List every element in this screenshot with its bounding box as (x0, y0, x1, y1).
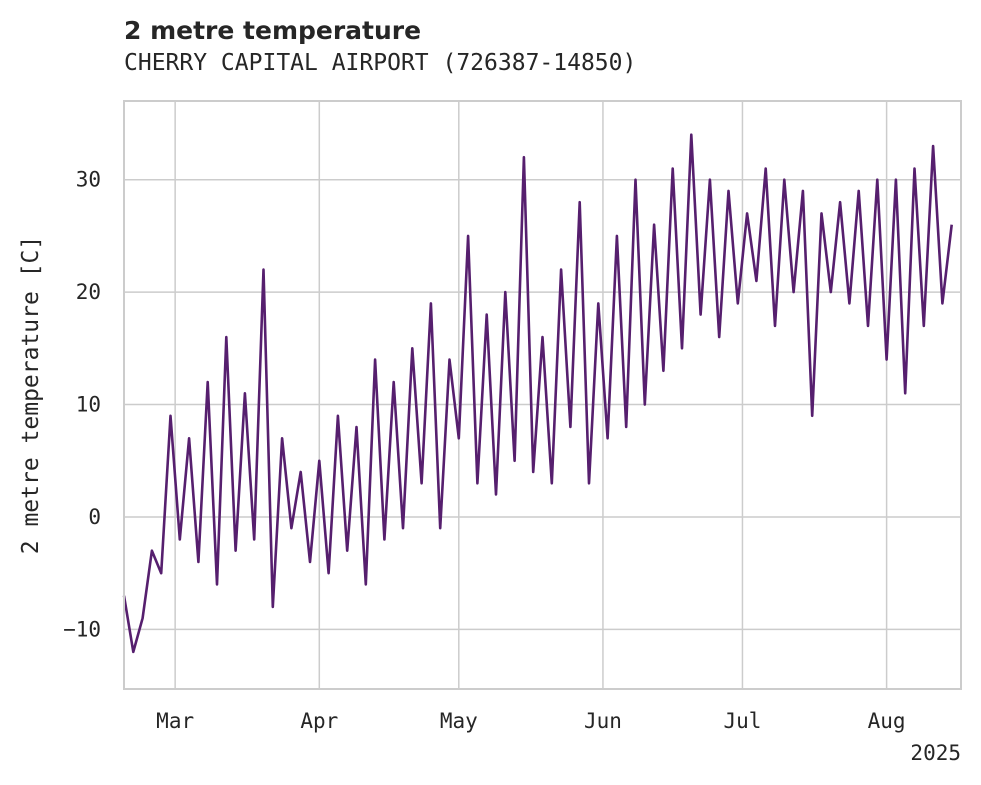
chart-subtitle: CHERRY CAPITAL AIRPORT (726387-14850) (124, 50, 637, 76)
chart-title: 2 metre temperature (124, 16, 422, 45)
series-lines (122, 133, 953, 654)
y-tick-label-0: 0 (88, 505, 101, 529)
x-tick-label-jul: Jul (723, 709, 761, 733)
grid-lines (124, 101, 961, 689)
y-tick-label--10: −10 (63, 617, 101, 641)
series-line-0 (122, 133, 953, 654)
x-tick-label-jun: Jun (584, 709, 622, 733)
tick-labels: Mar Apr May Jun Jul Aug −10 0 10 20 30 (63, 168, 906, 733)
y-axis-label: 2 metre temperature [C] (18, 236, 44, 555)
y-tick-label-10: 10 (76, 393, 101, 417)
y-tick-label-20: 20 (76, 280, 101, 304)
plot-frame (123, 100, 962, 690)
x-tick-label-mar: Mar (156, 709, 194, 733)
x-tick-label-may: May (440, 709, 478, 733)
x-tick-label-apr: Apr (300, 709, 338, 733)
y-tick-label-30: 30 (76, 168, 101, 192)
x-tick-label-aug: Aug (868, 709, 906, 733)
x-year-label: 2025 (910, 741, 961, 765)
